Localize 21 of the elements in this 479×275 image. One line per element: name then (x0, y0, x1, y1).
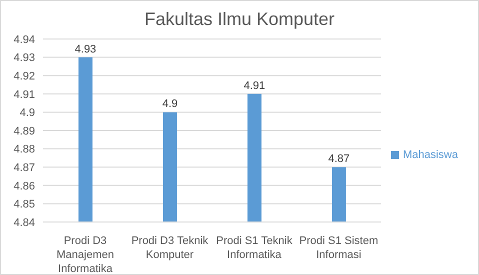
y-tick-label: 4.88 (14, 144, 35, 156)
y-tick-label: 4.89 (14, 125, 35, 138)
data-label: 4.91 (244, 80, 266, 92)
legend-label: Mahasiswa (402, 148, 458, 160)
x-tick-label: Prodi S1 Sistem Informasi (299, 235, 378, 261)
x-tick-label: Prodi D3 Manajemen Informatika (56, 235, 114, 275)
y-tick-label: 4.92 (14, 70, 35, 83)
y-tick-label: 4.84 (14, 216, 35, 229)
y-tick-label: 4.91 (14, 88, 35, 101)
data-label: 4.87 (328, 153, 350, 166)
y-tick-label: 4.85 (14, 198, 35, 211)
y-tick-label: 4.87 (14, 162, 35, 174)
data-label: 4.93 (74, 43, 96, 56)
x-tick-label: Prodi D3 Teknik Komputer (131, 235, 209, 261)
x-tick-label: Prodi S1 Teknik Informatika (216, 235, 293, 261)
y-tick-label: 4.9 (20, 107, 35, 120)
data-label: 4.9 (162, 98, 178, 110)
y-tick-label: 4.94 (14, 34, 35, 46)
y-tick-label: 4.93 (14, 52, 35, 64)
chart-title: Fakultas Ilmu Komputer (143, 8, 336, 31)
y-tick-label: 4.86 (14, 180, 35, 192)
